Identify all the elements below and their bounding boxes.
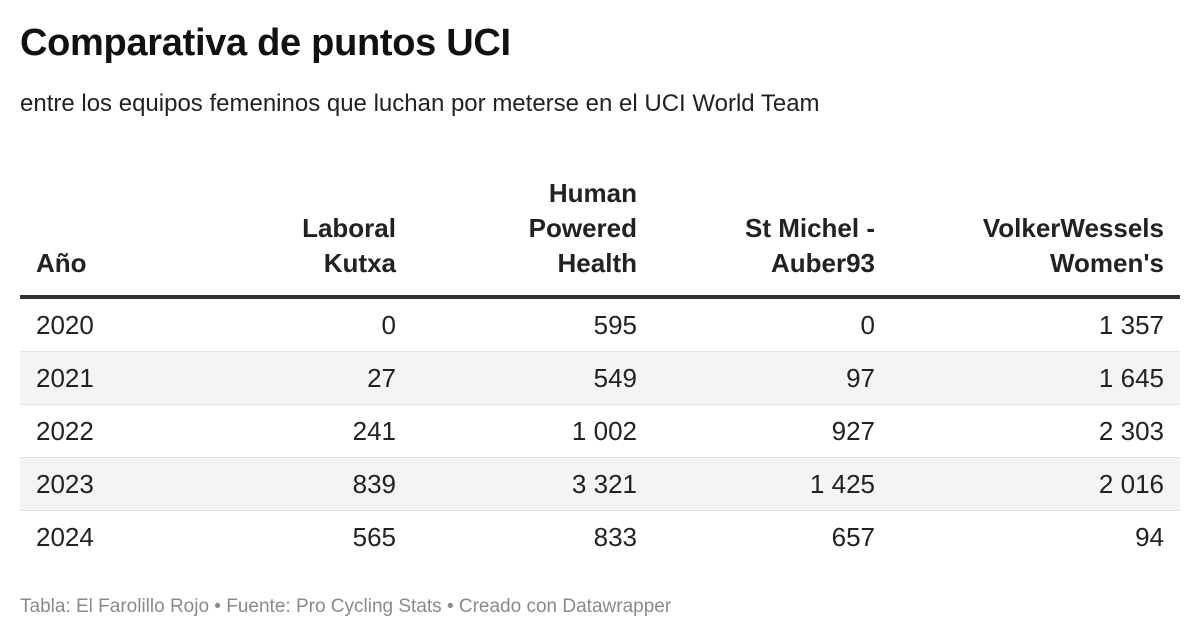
table-row: 2024 565 833 657 94 <box>20 511 1180 564</box>
header-row: Año Laboral Kutxa Human Powered Health S… <box>20 168 1180 299</box>
col-header-human-powered-health: Human Powered Health <box>412 168 653 299</box>
cell-value: 0 <box>146 297 412 352</box>
data-table: Año Laboral Kutxa Human Powered Health S… <box>20 168 1180 563</box>
cell-value: 657 <box>831 521 875 552</box>
cell-value: 27 <box>146 351 412 405</box>
cell-value: 1 425 <box>653 457 891 511</box>
source-footer: Tabla: El Farolillo Rojo • Fuente: Pro C… <box>20 596 672 617</box>
table-row: 2023 839 3 321 1 425 2 016 <box>20 457 1180 511</box>
cell-value: 1 002 <box>412 404 653 458</box>
cell-value: 549 <box>412 351 653 405</box>
chart-title: Comparativa de puntos UCI <box>20 22 511 64</box>
cell-value: 839 <box>146 457 412 511</box>
cell-year: 2023 <box>20 457 146 511</box>
col-header-volkerwessels-womens: VolkerWessels Women's <box>891 168 1180 299</box>
col-header-year: Año <box>20 168 146 299</box>
cell-value: 2 303 <box>891 404 1180 458</box>
table-body: 2020 0 595 0 1 357 2021 27 549 97 1 645 2022 241 1 0… <box>20 297 1180 563</box>
cell-year: 2022 <box>20 404 146 458</box>
col-header-laboral-kutxa: Laboral Kutxa <box>146 168 412 299</box>
cell-value: 833 <box>593 521 637 552</box>
chart-subtitle: entre los equipos femeninos que luchan p… <box>20 90 820 117</box>
table-row: 2022 241 1 002 927 2 303 <box>20 404 1180 458</box>
cell-value: 2 016 <box>891 457 1180 511</box>
cell-value: 565 <box>352 521 396 552</box>
cell-value: 94 <box>1135 521 1164 552</box>
cell-year: 2021 <box>20 351 146 405</box>
cell-value: 1 645 <box>891 351 1180 405</box>
cell-value: 927 <box>653 404 891 458</box>
cell-value: 3 321 <box>412 457 653 511</box>
cell-value: 97 <box>653 351 891 405</box>
cell-value: 1 357 <box>891 297 1180 352</box>
cell-year: 2020 <box>20 297 146 352</box>
cell-value: 0 <box>653 297 891 352</box>
table-row: 2021 27 549 97 1 645 <box>20 351 1180 405</box>
cell-value: 595 <box>412 297 653 352</box>
cell-value: 241 <box>146 404 412 458</box>
col-header-st-michel-auber93: St Michel - Auber93 <box>653 168 891 299</box>
table-row: 2020 0 595 0 1 357 <box>20 297 1180 352</box>
cell-year: 2024 <box>36 521 94 552</box>
